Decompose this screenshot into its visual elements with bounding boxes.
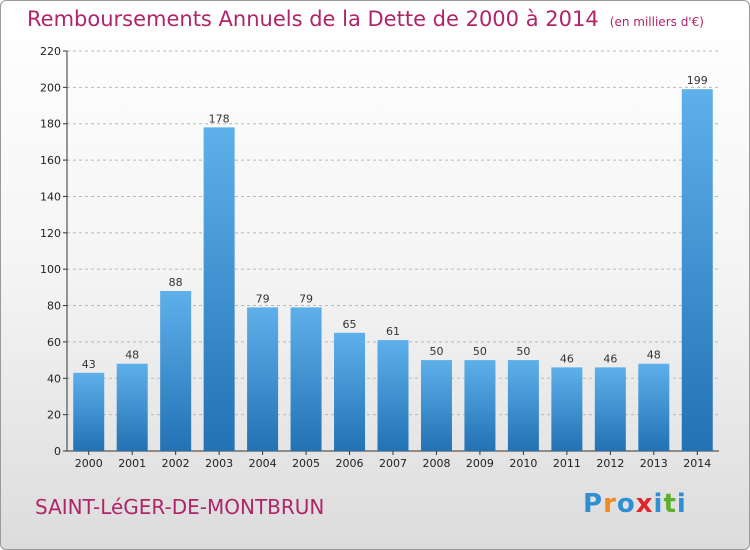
y-tick-label: 100 xyxy=(40,263,61,276)
x-tick-label: 2003 xyxy=(205,457,233,470)
bar-2011 xyxy=(551,367,583,451)
bars xyxy=(73,89,713,451)
y-tick-label: 0 xyxy=(54,445,61,458)
bar-value-label: 50 xyxy=(429,345,443,358)
bar-value-label: 46 xyxy=(560,352,574,365)
bar-value-label: 50 xyxy=(473,345,487,358)
bar-value-label: 79 xyxy=(299,292,313,305)
x-tick-label: 2005 xyxy=(292,457,320,470)
bar-value-label: 79 xyxy=(256,292,270,305)
x-tick-label: 2014 xyxy=(683,457,711,470)
bar-2001 xyxy=(116,363,148,451)
y-tick-label: 80 xyxy=(47,300,61,313)
commune-name: SAINT-LéGER-DE-MONTBRUN xyxy=(35,495,325,519)
y-tick-label: 20 xyxy=(47,409,61,422)
x-tick-label: 2000 xyxy=(75,457,103,470)
bar-2004 xyxy=(247,307,279,451)
bar-2012 xyxy=(594,367,626,451)
bar-value-label: 88 xyxy=(169,276,183,289)
y-tick-label: 40 xyxy=(47,372,61,385)
x-tick-label: 2002 xyxy=(162,457,190,470)
bar-2008 xyxy=(420,360,452,451)
y-tick-label: 220 xyxy=(40,45,61,58)
logo-letter: i xyxy=(676,489,687,519)
x-tick-label: 2011 xyxy=(553,457,581,470)
x-tick-label: 2012 xyxy=(596,457,624,470)
chart-title-text: Remboursements Annuels de la Dette de 20… xyxy=(27,7,599,31)
y-tick-label: 200 xyxy=(40,81,61,94)
bar-value-label: 48 xyxy=(125,349,139,362)
bar-value-label: 46 xyxy=(603,352,617,365)
x-tick-label: 2001 xyxy=(118,457,146,470)
proxiti-logo: Proxiti xyxy=(583,489,687,519)
logo-letter: t xyxy=(663,489,677,519)
bar-value-label: 178 xyxy=(209,112,230,125)
chart-unit-label: (en milliers d'€) xyxy=(609,15,704,29)
chart-title: Remboursements Annuels de la Dette de 20… xyxy=(27,7,704,31)
x-tick-label: 2010 xyxy=(509,457,537,470)
logo-letter: P xyxy=(583,489,604,519)
y-tick-label: 120 xyxy=(40,227,61,240)
logo-letter: i xyxy=(653,489,664,519)
bar-2003 xyxy=(203,127,235,451)
logo-letter: x xyxy=(635,489,654,519)
y-tick-label: 140 xyxy=(40,190,61,203)
bar-value-label: 50 xyxy=(516,345,530,358)
bar-2009 xyxy=(464,360,496,451)
bar-value-label: 48 xyxy=(647,349,661,362)
bar-2006 xyxy=(334,332,366,451)
bar-2010 xyxy=(507,360,539,451)
x-tick-label: 2006 xyxy=(336,457,364,470)
labels: 0 20 40 60 80 100 120 140 160 180 200 220 43 2000 48 20… xyxy=(40,45,711,470)
bar-2005 xyxy=(290,307,322,451)
x-tick-label: 2007 xyxy=(379,457,407,470)
x-tick-label: 2013 xyxy=(640,457,668,470)
bar-2013 xyxy=(638,363,670,451)
y-tick-label: 160 xyxy=(40,154,61,167)
logo-letter: r xyxy=(603,489,617,519)
x-tick-label: 2008 xyxy=(422,457,450,470)
x-tick-label: 2009 xyxy=(466,457,494,470)
bar-value-label: 43 xyxy=(82,358,96,371)
y-tick-label: 180 xyxy=(40,118,61,131)
logo-letter: o xyxy=(616,489,636,519)
bar-2007 xyxy=(377,340,409,451)
bar-2014 xyxy=(681,89,713,451)
bar-2002 xyxy=(160,291,192,451)
bar-value-label: 199 xyxy=(687,74,708,87)
bar-2000 xyxy=(73,372,105,451)
y-tick-label: 60 xyxy=(47,336,61,349)
bar-value-label: 65 xyxy=(343,318,357,331)
x-tick-label: 2004 xyxy=(249,457,277,470)
bar-value-label: 61 xyxy=(386,325,400,338)
